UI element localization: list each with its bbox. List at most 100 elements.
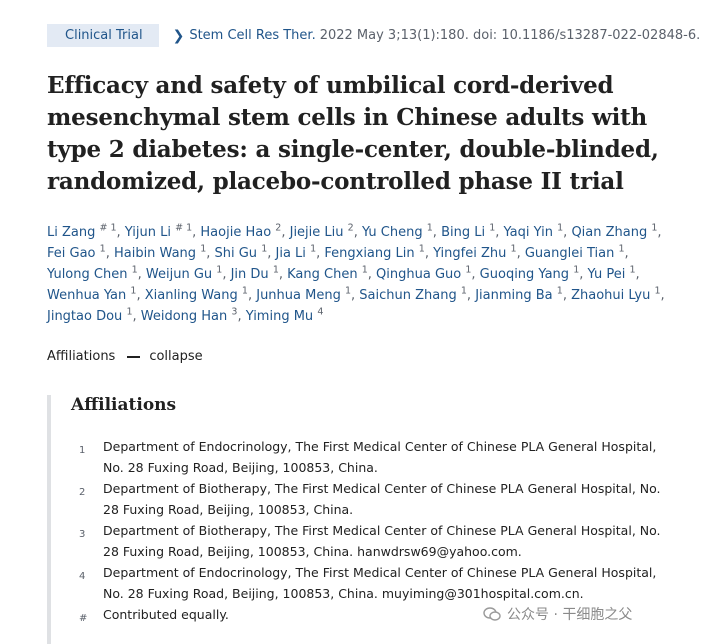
author-name[interactable]: Shi Gu — [214, 246, 258, 261]
author-name[interactable]: Haojie Hao — [200, 225, 272, 240]
author-name[interactable]: Guoqing Yang — [479, 267, 570, 282]
author-name[interactable]: Qian Zhang — [571, 225, 648, 240]
author-name[interactable]: Yulong Chen — [47, 267, 128, 282]
author-link[interactable]: Jia Li 1 — [275, 243, 317, 261]
author-name[interactable]: Yingfei Zhu — [433, 246, 507, 261]
author-link[interactable]: Li Zang # 1 — [47, 222, 117, 240]
author-name[interactable]: Fei Gao — [47, 246, 96, 261]
author-affiliation-ref[interactable]: 1 — [131, 264, 138, 276]
author-name[interactable]: Yu Cheng — [361, 225, 423, 240]
author-affiliation-ref[interactable]: 1 — [629, 264, 636, 276]
author-name[interactable]: Jianming Ba — [475, 288, 553, 303]
author-affiliation-ref[interactable]: 1 — [200, 243, 207, 255]
author-link[interactable]: Yijun Li # 1 — [124, 222, 193, 240]
author-affiliation-ref[interactable]: 1 — [618, 243, 625, 255]
author-link[interactable]: Yaqi Yin 1 — [503, 222, 564, 240]
author-link[interactable]: Junhua Meng 1 — [256, 285, 352, 303]
author-name[interactable]: Zhaohui Lyu — [571, 288, 651, 303]
author-link[interactable]: Xianling Wang 1 — [144, 285, 248, 303]
author-link[interactable]: Guanglei Tian 1 — [524, 243, 625, 261]
author-name[interactable]: Guanglei Tian — [524, 246, 615, 261]
author-affiliation-ref[interactable]: 1 — [130, 285, 137, 297]
journal-link[interactable]: Stem Cell Res Ther. — [189, 28, 316, 43]
author-link[interactable]: Jingtao Dou 1 — [47, 306, 133, 324]
author-name[interactable]: Fengxiang Lin — [324, 246, 415, 261]
author-name[interactable]: Li Zang — [47, 225, 96, 240]
author-name[interactable]: Yaqi Yin — [503, 225, 553, 240]
author-link[interactable]: Weidong Han 3 — [140, 306, 238, 324]
author-link[interactable]: Yu Cheng 1 — [361, 222, 433, 240]
author-link[interactable]: Zhaohui Lyu 1 — [571, 285, 661, 303]
author-affiliation-ref[interactable]: 1 — [361, 264, 368, 276]
author-link[interactable]: Shi Gu 1 — [214, 243, 268, 261]
author-link[interactable]: Guoqing Yang 1 — [479, 264, 580, 282]
author-link[interactable]: Yu Pei 1 — [587, 264, 636, 282]
author-name[interactable]: Yiming Mu — [245, 309, 314, 324]
author-link[interactable]: Kang Chen 1 — [287, 264, 368, 282]
author-name[interactable]: Saichun Zhang — [359, 288, 457, 303]
collapse-link[interactable]: collapse — [149, 349, 203, 364]
clinical-trial-badge[interactable]: Clinical Trial — [47, 24, 159, 47]
author-affiliation-ref[interactable]: 1 — [241, 285, 248, 297]
author-affiliation-ref[interactable]: 1 — [99, 243, 106, 255]
author-name[interactable]: Weidong Han — [140, 309, 228, 324]
author-affiliation-ref[interactable]: 1 — [557, 222, 564, 234]
author-name[interactable]: Jin Du — [230, 267, 269, 282]
author-name[interactable]: Kang Chen — [287, 267, 358, 282]
author-affiliation-ref[interactable]: 1 — [216, 264, 223, 276]
author-link[interactable]: Yiming Mu 4 — [245, 306, 324, 324]
author-separator: , — [367, 267, 377, 282]
author-link[interactable]: Haojie Hao 2 — [200, 222, 282, 240]
author-name[interactable]: Haibin Wang — [113, 246, 197, 261]
author-affiliation-ref[interactable]: 1 — [465, 264, 472, 276]
author-affiliation-ref[interactable]: 1 — [489, 222, 496, 234]
author-affiliation-ref[interactable]: 1 — [418, 243, 425, 255]
author-name[interactable]: Jiejie Liu — [289, 225, 344, 240]
author-link[interactable]: Weijun Gu 1 — [145, 264, 223, 282]
author-link[interactable]: Jianming Ba 1 — [475, 285, 563, 303]
author-link[interactable]: Jin Du 1 — [230, 264, 279, 282]
author-affiliation-ref[interactable]: 3 — [231, 306, 238, 318]
author-link[interactable]: Qinghua Guo 1 — [376, 264, 472, 282]
author-link[interactable]: Fei Gao 1 — [47, 243, 106, 261]
author-name[interactable]: Yijun Li — [124, 225, 171, 240]
author-affiliation-ref[interactable]: 1 — [651, 222, 658, 234]
author-name[interactable]: Bing Li — [441, 225, 486, 240]
author-affiliation-ref[interactable]: 2 — [347, 222, 354, 234]
author-link[interactable]: Saichun Zhang 1 — [359, 285, 467, 303]
author-link[interactable]: Bing Li 1 — [441, 222, 496, 240]
author-affiliation-ref[interactable]: 1 — [426, 222, 433, 234]
author-link[interactable]: Yulong Chen 1 — [47, 264, 138, 282]
author-affiliation-ref[interactable]: 2 — [275, 222, 282, 234]
author-affiliation-ref[interactable]: 4 — [317, 306, 324, 318]
author-name[interactable]: Junhua Meng — [256, 288, 341, 303]
author-affiliation-ref[interactable]: 1 — [573, 264, 580, 276]
author-affiliation-ref[interactable]: 1 — [510, 243, 517, 255]
affiliations-toggle[interactable]: Affiliations collapse — [47, 349, 203, 364]
author-link[interactable]: Wenhua Yan 1 — [47, 285, 137, 303]
author-name[interactable]: Jia Li — [275, 246, 306, 261]
author-link[interactable]: Haibin Wang 1 — [113, 243, 207, 261]
author-name[interactable]: Wenhua Yan — [47, 288, 127, 303]
author-name[interactable]: Qinghua Guo — [376, 267, 462, 282]
collapse-icon[interactable] — [127, 355, 141, 358]
author-link[interactable]: Fengxiang Lin 1 — [324, 243, 425, 261]
author-affiliation-ref[interactable]: # 1 — [175, 222, 193, 234]
author-affiliation-ref[interactable]: 1 — [272, 264, 279, 276]
author-affiliation-ref[interactable]: 1 — [556, 285, 563, 297]
author-name[interactable]: Yu Pei — [587, 267, 626, 282]
author-name[interactable]: Jingtao Dou — [47, 309, 123, 324]
author-affiliation-ref[interactable]: # 1 — [99, 222, 117, 234]
author-link[interactable]: Jiejie Liu 2 — [289, 222, 354, 240]
author-link[interactable]: Qian Zhang 1 — [571, 222, 658, 240]
author-affiliation-ref[interactable]: 1 — [654, 285, 661, 297]
author-affiliation-ref[interactable]: 1 — [310, 243, 317, 255]
author-affiliation-ref[interactable]: 1 — [126, 306, 133, 318]
author-link[interactable]: Yingfei Zhu 1 — [433, 243, 517, 261]
author-affiliation-ref[interactable]: 1 — [261, 243, 268, 255]
author-name[interactable]: Xianling Wang — [144, 288, 238, 303]
chevron-right-icon[interactable]: ❯ — [172, 27, 185, 44]
author-affiliation-ref[interactable]: 1 — [460, 285, 467, 297]
author-name[interactable]: Weijun Gu — [145, 267, 213, 282]
author-affiliation-ref[interactable]: 1 — [344, 285, 352, 297]
